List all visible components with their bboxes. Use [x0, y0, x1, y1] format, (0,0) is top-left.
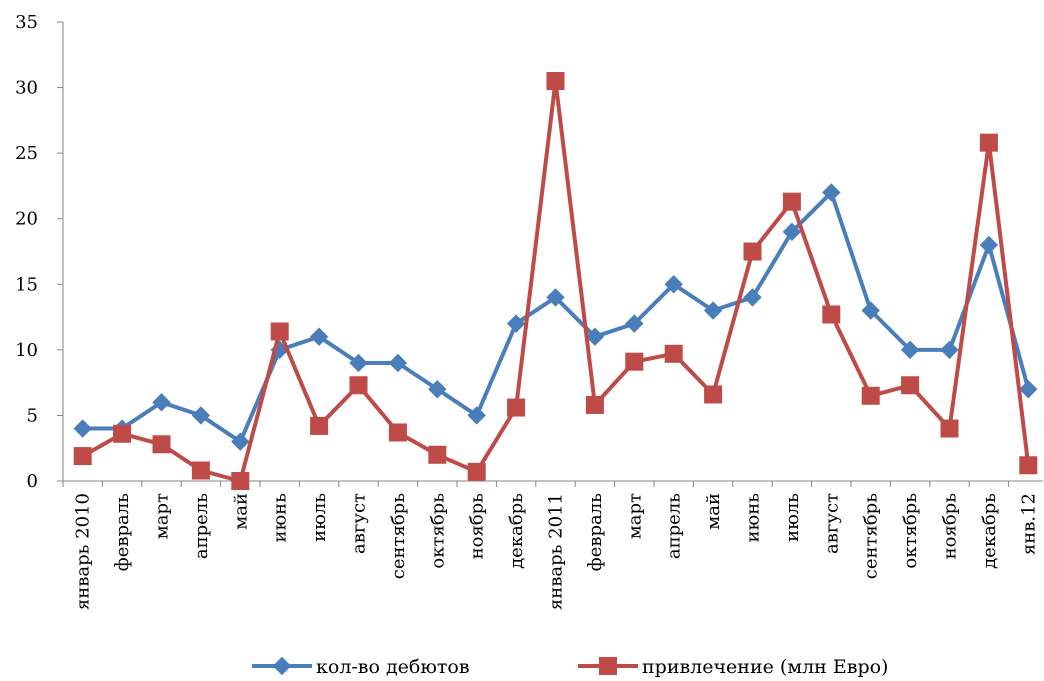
series-layer [73, 72, 1038, 490]
y-tick-label: 10 [15, 340, 38, 361]
legend-label-series-2: привлечение (млн Евро) [642, 656, 888, 678]
y-tick-label: 0 [27, 471, 38, 492]
x-tick-label: февраль [585, 493, 606, 572]
data-point [231, 472, 250, 490]
data-point [349, 376, 368, 395]
data-point [507, 398, 526, 417]
x-tick-label: ноябрь [940, 493, 961, 560]
data-point [979, 235, 999, 255]
x-axis-ticks: январь 2010 февраль март апрель май июнь июль а… [62, 481, 1039, 610]
x-tick-label: январь 2010 [73, 493, 94, 610]
series-line [81, 79, 1031, 483]
y-tick-label: 30 [15, 78, 38, 99]
data-point [467, 462, 486, 481]
series-line [82, 190, 1031, 444]
data-point [231, 432, 250, 451]
x-tick-label: март [152, 493, 173, 539]
x-tick-label: июль [309, 493, 330, 542]
x-tick-label: декабрь [506, 493, 527, 569]
x-tick-label: ноябрь [467, 493, 488, 560]
x-tick-label: февраль [112, 493, 133, 572]
legend-item-1: кол-во дебютов [252, 656, 470, 678]
data-point [270, 322, 289, 341]
y-tick-label: 20 [15, 209, 38, 230]
y-axis-ticks: 0 5 10 15 20 25 30 35 [15, 12, 63, 492]
series-2 [73, 72, 1038, 490]
data-point [822, 305, 841, 324]
data-point [388, 423, 407, 442]
y-tick-label: 25 [15, 143, 38, 164]
x-tick-label: октябрь [900, 493, 921, 569]
x-tick-label: май [703, 493, 724, 530]
data-point [152, 393, 171, 412]
data-point [861, 301, 880, 320]
x-tick-label: март [624, 493, 645, 539]
data-point [310, 416, 329, 435]
data-point [782, 222, 802, 242]
x-tick-label: октябрь [427, 493, 448, 569]
x-tick-label: сентябрь [861, 493, 882, 579]
x-tick-label: янв.12 [1018, 493, 1039, 555]
legend-swatch-marker [599, 657, 617, 675]
data-point [113, 424, 132, 443]
x-tick-label: июнь [270, 493, 291, 543]
axes [62, 22, 1043, 482]
x-tick-label: август [349, 493, 370, 554]
x-tick-label: апрель [191, 493, 212, 559]
data-point [861, 386, 880, 405]
legend-item-2: привлечение (млн Евро) [578, 656, 888, 678]
data-point [900, 340, 920, 360]
data-point [585, 395, 604, 414]
x-tick-label: декабрь [979, 493, 1000, 569]
data-point [1019, 380, 1038, 399]
data-point [309, 327, 329, 346]
y-tick-label: 5 [27, 405, 38, 426]
series-1 [73, 183, 1038, 451]
x-tick-label: апрель [664, 493, 685, 559]
data-point [664, 344, 683, 363]
data-point [152, 435, 171, 454]
x-tick-label: май [230, 493, 251, 530]
data-point [901, 376, 920, 395]
data-point [428, 380, 447, 399]
x-tick-label: июль [782, 493, 803, 542]
data-point [822, 183, 841, 202]
x-tick-label: сентябрь [388, 493, 409, 579]
legend-swatch-marker [272, 656, 292, 676]
data-point [73, 447, 92, 466]
data-point [940, 419, 959, 438]
data-point [703, 301, 723, 320]
x-tick-label: январь 2011 [546, 493, 567, 610]
data-point [506, 314, 526, 333]
data-point [349, 353, 368, 373]
data-point [585, 327, 605, 346]
data-point [191, 406, 211, 425]
data-point [546, 288, 565, 307]
data-point [704, 385, 723, 404]
legend: кол-во дебютов привлечение (млн Евро) [252, 656, 888, 678]
data-point [979, 133, 998, 152]
data-point [782, 192, 801, 211]
data-point [546, 72, 565, 91]
x-tick-label: июнь [743, 493, 764, 543]
data-point [428, 445, 447, 464]
data-point [743, 288, 762, 307]
data-point [388, 353, 408, 373]
x-tick-label: август [821, 493, 842, 554]
y-tick-label: 35 [15, 12, 38, 33]
data-point [625, 352, 644, 371]
data-point [191, 461, 210, 480]
data-point [743, 242, 762, 261]
data-point [940, 340, 959, 360]
data-point [467, 406, 486, 425]
data-point [625, 314, 644, 333]
data-point [664, 275, 683, 294]
data-point [1019, 456, 1038, 475]
y-tick-label: 15 [15, 274, 38, 295]
data-point [73, 419, 92, 438]
legend-label-series-1: кол-во дебютов [316, 656, 470, 678]
